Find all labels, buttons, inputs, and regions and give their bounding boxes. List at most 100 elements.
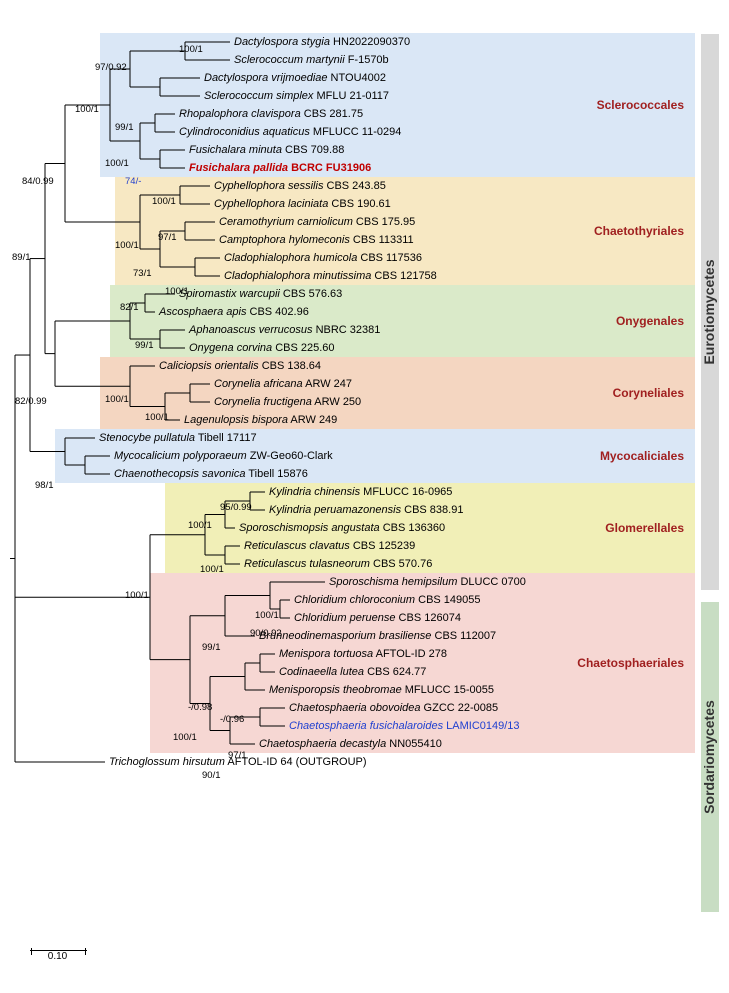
- taxon-label: Aphanoascus verrucosus NBRC 32381: [189, 321, 380, 339]
- taxon-label: Ceramothyrium carniolicum CBS 175.95: [219, 213, 415, 231]
- species-name: Corynelia africana: [214, 378, 303, 390]
- species-name: Chaetosphaeria decastyla: [259, 738, 386, 750]
- species-name: Rhopalophora clavispora: [179, 108, 301, 120]
- taxon-label: Ascosphaera apis CBS 402.96: [159, 303, 309, 321]
- support-value: 97/1: [228, 750, 247, 761]
- taxon-label: Chaetosphaeria decastyla NN055410: [259, 735, 442, 753]
- species-name: Cylindroconidius aquaticus: [179, 126, 310, 138]
- support-value: 100/1: [255, 610, 279, 621]
- taxon-label: Menispora tortuosa AFTOL-ID 278: [279, 645, 447, 663]
- taxon-label: Kylindria chinensis MFLUCC 16-0965: [269, 483, 452, 501]
- species-name: Spiromastix warcupii: [179, 288, 280, 300]
- species-name: Dactylospora vrijmoediae: [204, 72, 328, 84]
- support-value: 98/1: [35, 480, 54, 491]
- support-value: -/0.98: [188, 702, 212, 713]
- species-name: Camptophora hylomeconis: [219, 234, 350, 246]
- species-name: Sclerococcum simplex: [204, 90, 313, 102]
- taxon-label: Caliciopsis orientalis CBS 138.64: [159, 357, 321, 375]
- taxon-label: Cladophialophora humicola CBS 117536: [224, 249, 422, 267]
- support-value: 82/1: [120, 302, 139, 313]
- taxon-label: Rhopalophora clavispora CBS 281.75: [179, 105, 363, 123]
- species-name: Stenocybe pullatula: [99, 432, 195, 444]
- taxon-label: Sporoschisma hemipsilum DLUCC 0700: [329, 573, 526, 591]
- species-name: Aphanoascus verrucosus: [189, 324, 313, 336]
- support-value: 73/1: [133, 268, 152, 279]
- taxon-label: Sporoschismopsis angustata CBS 136360: [239, 519, 445, 537]
- species-name: Lagenulopsis bispora: [184, 414, 288, 426]
- species-name: Fusichalara minuta: [189, 144, 282, 156]
- taxon-label: Chaetosphaeria obovoidea GZCC 22-0085: [289, 699, 498, 717]
- support-value: 100/1: [125, 590, 149, 601]
- taxon-label: Fusichalara minuta CBS 709.88: [189, 141, 344, 159]
- species-name: Sporoschisma hemipsilum: [329, 576, 457, 588]
- support-value: 97/0.92: [95, 62, 127, 73]
- species-name: Menisporopsis theobromae: [269, 684, 402, 696]
- support-value: 100/1: [179, 44, 203, 55]
- species-name: Chaetosphaeria obovoidea: [289, 702, 421, 714]
- taxon-label: Corynelia africana ARW 247: [214, 375, 352, 393]
- support-value: 74/-: [125, 176, 141, 187]
- support-value: 82/0.99: [15, 396, 47, 407]
- species-name: Chaetosphaeria fusichalaroides: [289, 720, 443, 732]
- taxon-label: Chaetosphaeria fusichalaroides LAMIC0149…: [289, 717, 520, 735]
- support-value: -/0.96: [220, 714, 244, 725]
- support-value: 89/1: [12, 252, 31, 263]
- species-name: Cladophialophora humicola: [224, 252, 357, 264]
- support-value: 100/1: [200, 564, 224, 575]
- species-name: Ceramothyrium carniolicum: [219, 216, 353, 228]
- species-name: Cyphellophora laciniata: [214, 198, 328, 210]
- species-name: Mycocalicium polyporaeum: [114, 450, 247, 462]
- taxon-label: Chloridium peruense CBS 126074: [294, 609, 461, 627]
- group-label: Coryneliales: [613, 386, 684, 400]
- class-label: Eurotiomycetes: [701, 252, 717, 372]
- group-label: Chaetosphaeriales: [577, 656, 684, 670]
- taxon-label: Chloridium chloroconium CBS 149055: [294, 591, 481, 609]
- scale-label: 0.10: [30, 951, 85, 962]
- support-value: 100/1: [165, 286, 189, 297]
- taxon-label: Reticulascus clavatus CBS 125239: [244, 537, 415, 555]
- support-value: 100/1: [173, 732, 197, 743]
- species-name: Chloridium chloroconium: [294, 594, 415, 606]
- support-value: 97/1: [158, 232, 177, 243]
- taxon-label: Kylindria peruamazonensis CBS 838.91: [269, 501, 463, 519]
- taxon-label: Fusichalara pallida BCRC FU31906: [189, 159, 371, 177]
- species-name: Sporoschismopsis angustata: [239, 522, 380, 534]
- taxon-label: Sclerococcum martynii F-1570b: [234, 51, 389, 69]
- species-name: Cladophialophora minutissima: [224, 270, 371, 282]
- taxon-label: Cyphellophora sessilis CBS 243.85: [214, 177, 386, 195]
- taxon-label: Mycocalicium polyporaeum ZW-Geo60-Clark: [114, 447, 333, 465]
- species-name: Onygena corvina: [189, 342, 272, 354]
- scale-bar: 0.10: [30, 950, 87, 962]
- support-value: 100/1: [145, 412, 169, 423]
- class-label: Sordariomycetes: [701, 697, 717, 817]
- support-value: 90/1: [202, 770, 221, 781]
- species-name: Menispora tortuosa: [279, 648, 373, 660]
- support-value: 100/1: [188, 520, 212, 531]
- taxon-label: Spiromastix warcupii CBS 576.63: [179, 285, 342, 303]
- taxon-label: Dactylospora stygia HN2022090370: [234, 33, 410, 51]
- taxon-label: Menisporopsis theobromae MFLUCC 15-0055: [269, 681, 494, 699]
- taxon-label: Dactylospora vrijmoediae NTOU4002: [204, 69, 386, 87]
- taxon-label: Sclerococcum simplex MFLU 21-0117: [204, 87, 389, 105]
- species-name: Cyphellophora sessilis: [214, 180, 323, 192]
- taxon-label: Brunneodinemasporium brasiliense CBS 112…: [259, 627, 496, 645]
- support-value: 100/1: [105, 158, 129, 169]
- taxon-label: Cladophialophora minutissima CBS 121758: [224, 267, 437, 285]
- species-name: Chaenothecopsis savonica: [114, 468, 245, 480]
- support-value: 100/1: [75, 104, 99, 115]
- species-name: Dactylospora stygia: [234, 36, 330, 48]
- support-value: 95/0.99: [220, 502, 252, 513]
- support-value: 100/1: [105, 394, 129, 405]
- species-name: Codinaeella lutea: [279, 666, 364, 678]
- species-name: Reticulascus tulasneorum: [244, 558, 370, 570]
- group-label: Glomerellales: [605, 521, 684, 535]
- species-name: Ascosphaera apis: [159, 306, 246, 318]
- species-name: Brunneodinemasporium brasiliense: [259, 630, 431, 642]
- species-name: Chloridium peruense: [294, 612, 396, 624]
- support-value: 99/1: [135, 340, 154, 351]
- species-name: Fusichalara pallida: [189, 162, 288, 174]
- species-name: Kylindria peruamazonensis: [269, 504, 401, 516]
- group-label: Onygenales: [616, 314, 684, 328]
- group-label: Mycocaliciales: [600, 449, 684, 463]
- taxon-label: Codinaeella lutea CBS 624.77: [279, 663, 426, 681]
